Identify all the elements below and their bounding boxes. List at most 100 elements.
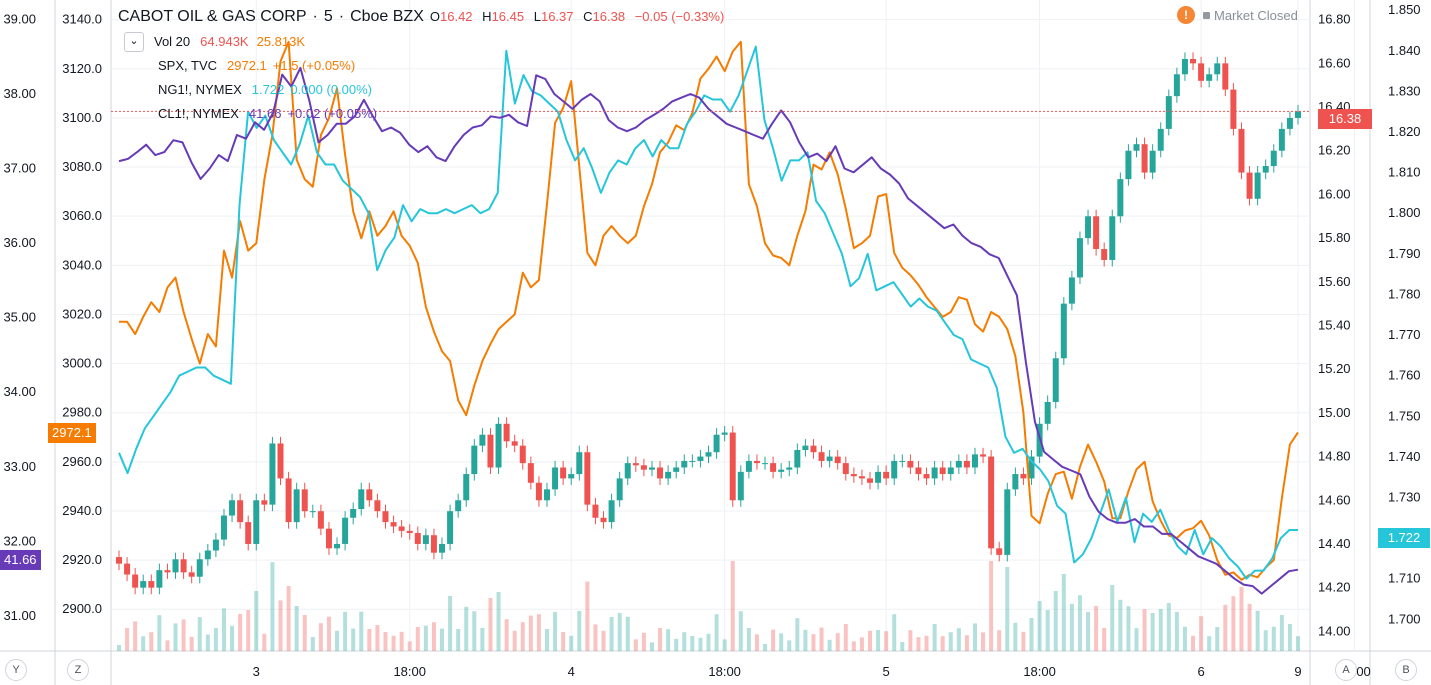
candle-body (1060, 303, 1067, 359)
volume-bar (246, 610, 251, 651)
volume-bar (706, 633, 711, 651)
b-axis-button[interactable]: B (1395, 659, 1417, 681)
candle-body (495, 423, 502, 468)
candle-body (1117, 179, 1124, 217)
volume-bar (448, 596, 453, 651)
volume-bar (1199, 616, 1204, 651)
candle-body (1109, 216, 1116, 260)
candle-body (519, 445, 526, 464)
candle-body (1028, 456, 1035, 479)
open-label: O (429, 9, 440, 24)
x-tick-label: 18:00 (708, 664, 741, 679)
legend-main-row: CABOT OIL & GAS CORP · 5 · Cboe BZX O16.… (118, 4, 724, 30)
ohlc-values: O16.42 H16.45 L16.37 C16.38 −0.05 (−0.33… (430, 5, 724, 29)
a-axis-button[interactable]: A (1335, 659, 1357, 681)
cl-label[interactable]: CL1!, NYMEX (158, 106, 239, 121)
volume-bar (1231, 596, 1236, 651)
cl-axis-tick-label: 33.00 (3, 459, 36, 474)
volume-bar (561, 632, 566, 651)
volume-bar (827, 639, 832, 651)
chevron-down-icon[interactable]: ⌄ (124, 32, 144, 52)
candle-body (285, 478, 292, 523)
warning-icon[interactable]: ! (1177, 6, 1195, 24)
candle-body (1295, 111, 1301, 118)
volume-bar (1077, 595, 1082, 651)
candle-body (762, 463, 769, 465)
volume-bar (230, 625, 235, 651)
volume-bar (1126, 606, 1131, 651)
candle-body (1020, 474, 1027, 479)
volume-bar (423, 625, 428, 651)
volume-bar (997, 630, 1002, 651)
cl-value: 41.66 (248, 106, 282, 121)
market-status[interactable]: ! Market Closed (1177, 6, 1298, 24)
spx-label[interactable]: SPX, TVC (158, 58, 218, 73)
volume-bar (900, 642, 905, 651)
volume-bar (472, 611, 477, 651)
ng-axis-tick-label: 1.780 (1388, 286, 1421, 301)
volume-bar (1029, 618, 1034, 651)
cl-axis-tick-label: 31.00 (3, 608, 36, 623)
candle-body (334, 543, 341, 549)
x-tick-label: 6 (1197, 664, 1204, 679)
volume-bar (302, 615, 307, 651)
volume-bar (569, 635, 574, 651)
volume-bar (359, 611, 364, 651)
ng-label[interactable]: NG1!, NYMEX (158, 82, 242, 97)
price-axis-tick-label: 14.80 (1318, 449, 1351, 464)
volume-bar (916, 637, 921, 651)
y-axis-button[interactable]: Y (5, 659, 27, 681)
spx-axis-tick-label: 2940.0 (62, 503, 102, 518)
candle-body (487, 434, 494, 468)
volume-bar (666, 629, 671, 651)
candle-body (608, 500, 615, 523)
volume-bar (892, 614, 897, 651)
volume-bar (318, 623, 323, 651)
candle-body (1165, 96, 1172, 129)
candle-body (1085, 216, 1092, 239)
candle-body (988, 456, 995, 549)
candle-body (124, 563, 131, 575)
candle-body (1286, 117, 1293, 129)
candle-body (511, 441, 518, 446)
volume-bar (884, 631, 889, 651)
market-closed-label: Market Closed (1214, 7, 1298, 23)
volume-bar (399, 631, 404, 651)
candle-body (850, 474, 857, 477)
candle-body (1133, 144, 1140, 151)
volume-bar (512, 630, 517, 651)
volume-bar (972, 623, 977, 651)
volume-bar (787, 640, 792, 651)
candle-body (1254, 172, 1261, 199)
volume-label[interactable]: Vol 20 (154, 34, 191, 49)
ng-value: 1.722 (251, 82, 285, 97)
volume-bar (213, 628, 218, 651)
price-last-badge: 16.38 (1318, 109, 1372, 129)
x-tick-label: 3 (253, 664, 260, 679)
volume-bar (1279, 615, 1284, 651)
candle-body (939, 467, 946, 475)
interval-label[interactable]: 5 (323, 8, 333, 25)
candle-body (382, 511, 389, 523)
ng-change: 0.000 (0.00%) (290, 82, 373, 97)
candle-body (834, 456, 841, 464)
cl-axis-tick-label: 37.00 (3, 161, 36, 176)
volume-bar (1182, 626, 1187, 651)
exchange-label: Cboe BZX (350, 8, 424, 25)
candle-body (479, 434, 486, 446)
volume-bar (730, 561, 735, 651)
volume-bar (440, 628, 445, 651)
volume-bar (1086, 612, 1091, 651)
candle-body (745, 460, 752, 472)
candle-body (867, 478, 874, 483)
volume-bar (254, 591, 259, 651)
symbol-title[interactable]: CABOT OIL & GAS CORP (118, 8, 307, 25)
volume-bar (981, 632, 986, 651)
volume-bar (205, 634, 210, 651)
candle-body (907, 460, 914, 468)
candle-body (1004, 489, 1011, 555)
spx-axis-tick-label: 2920.0 (62, 552, 102, 567)
z-axis-button[interactable]: Z (67, 659, 89, 681)
candle-body (810, 445, 817, 453)
volume-bar (779, 633, 784, 651)
